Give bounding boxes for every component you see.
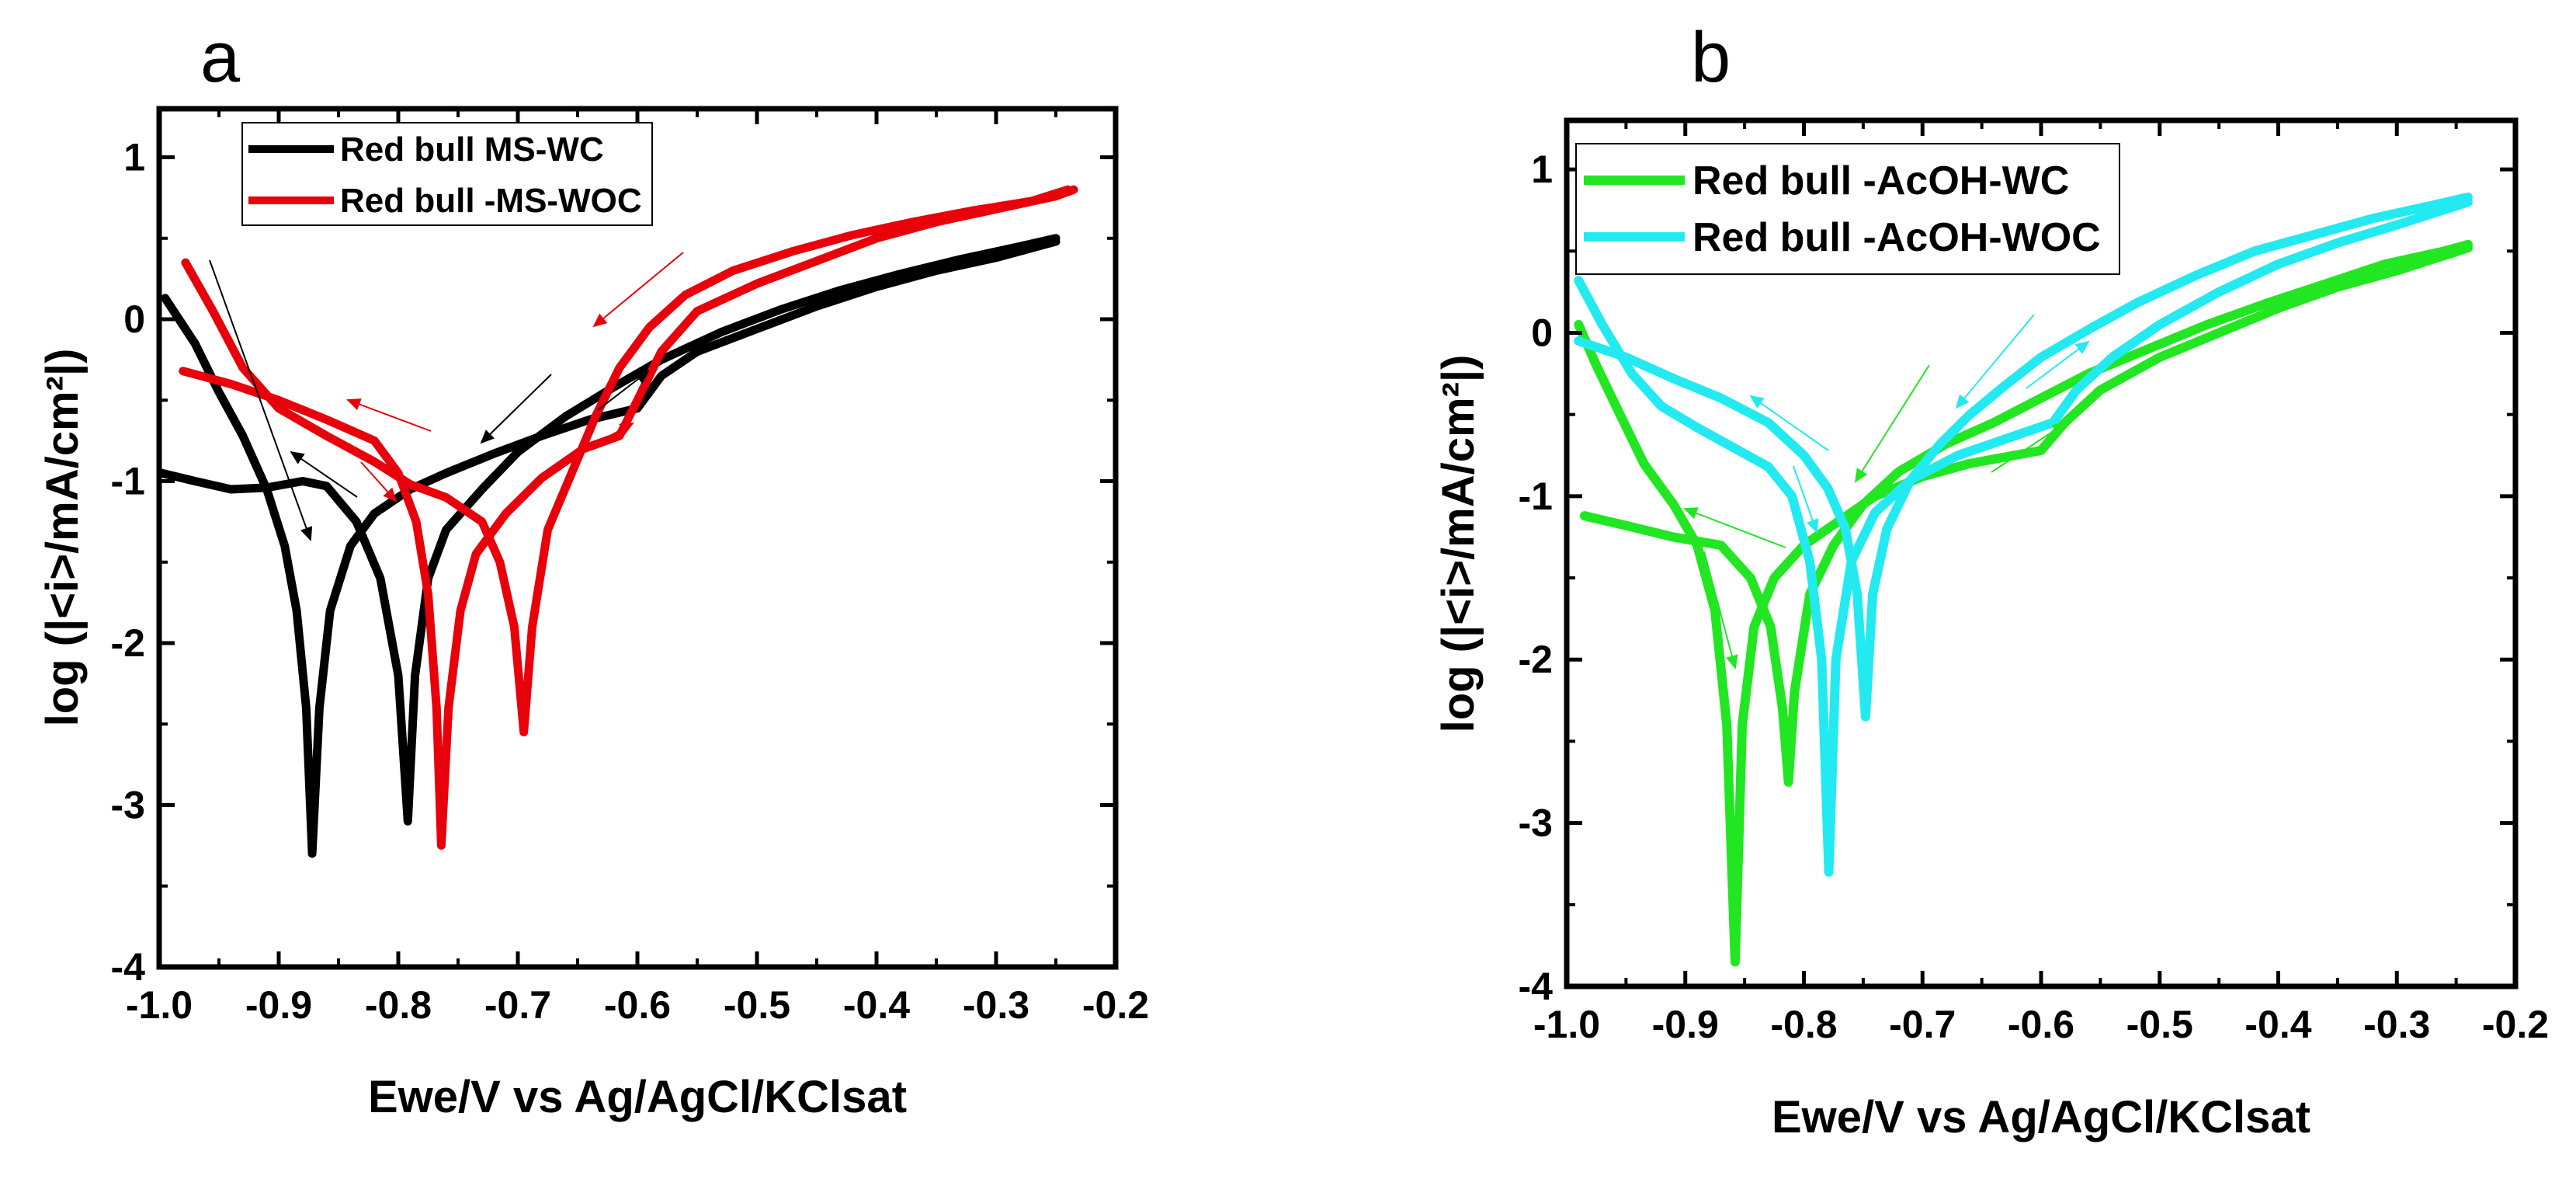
y-tick-label: -3 [1519,802,1553,845]
panel-a-legend: Red bull MS-WC Red bull -MS-WOC [241,122,653,226]
scan-arrow [290,450,358,498]
x-tick-label: -0.4 [843,983,910,1027]
scan-arrow [597,370,650,411]
scan-arrow [360,461,398,503]
panel-a-frame [156,106,1119,970]
scan-arrow [1955,314,2035,409]
panel-b-frame [1564,117,2519,989]
x-tick-label: -1.0 [126,983,193,1027]
y-tick-label: -4 [111,945,146,989]
scan-arrow [346,398,432,432]
legend-label-acoh-wc: Red bull -AcOH-WC [1692,158,2069,203]
series-line-red-bull-acoh-wc-2 [1579,239,2473,787]
scan-arrow [1749,395,1829,451]
x-tick-label: -0.9 [245,983,312,1027]
legend-label-ms-woc: Red bull -MS-WOC [340,182,642,220]
panel-b-y-axis-label: log (|<i>/mA/cm²|) [1433,355,1484,733]
x-tick-label: -0.4 [2244,1003,2311,1046]
y-tick-label: -2 [1519,638,1553,681]
x-tick-label: -0.6 [604,983,671,1027]
x-tick-label: -0.8 [1770,1003,1837,1046]
x-tick-label: -0.3 [963,983,1029,1027]
panel-a-legend-box [241,122,653,226]
y-tick-label: 1 [123,136,145,179]
x-tick-label: -0.5 [724,983,790,1027]
scan-arrow [592,252,684,328]
panel-b-x-axis-label: Ewe/V vs Ag/AgCl/KClsat [1772,1092,2310,1142]
panel-a-ticks: -1.0 -0.9 -0.8 -0.7 -0.6 -0.5 -0.4 -0.3 -0.2 1 0 -1… [111,109,1149,1027]
panel-a: a -1.0 -0.9 -0.8 -0.7 -0.6 -0.5 -0.4 -0.3 -0.2 1 0… [37,18,1149,1122]
y-tick-label: -2 [111,621,145,665]
legend-label-acoh-woc: Red bull -AcOH-WOC [1692,215,2101,260]
series-line-red-bull-ms-woc-1 [179,185,1078,850]
scan-arrow [1854,364,1930,483]
scan-arrow [1793,465,1819,534]
series-line-red-bull-ms-wc-1 [161,237,1061,858]
scan-arrow [480,374,552,444]
x-tick-label: -0.9 [1652,1003,1719,1046]
y-tick-label: 1 [1531,148,1553,191]
panel-a-y-axis-label: log (|<i>/mA/cm²|) [37,349,88,727]
x-tick-label: -0.2 [1082,983,1149,1027]
x-tick-label: -0.2 [2482,1003,2549,1046]
panel-letter-a: a [200,18,241,97]
panel-b-legend-box [1575,143,2120,275]
x-tick-label: -0.5 [2126,1003,2193,1046]
panel-letter-b: b [1691,18,1731,97]
series-line-red-bull-acoh-woc-2 [1574,192,2473,722]
y-tick-label: -1 [1519,475,1553,518]
scan-arrow [554,423,634,467]
y-tick-label: 0 [1531,311,1553,354]
panel-a-x-axis-label: Ewe/V vs Ag/AgCl/KClsat [368,1072,907,1122]
x-tick-label: -0.7 [484,983,551,1027]
series-line-red-bull-acoh-woc-1 [1574,197,2473,877]
x-tick-label: -0.6 [2008,1003,2074,1046]
x-tick-label: -0.8 [365,983,432,1027]
scan-arrow [1683,507,1786,548]
panel-b-legend: Red bull -AcOH-WC Red bull -AcOH-WOC [1575,143,2120,275]
series-line-red-bull-ms-woc-2 [181,185,1072,737]
panel-b: b -1.0 -0.9 -0.8 -0.7 -0.6 -0.5 -0.4 -0.3 -0.2 1 0… [1433,18,2549,1142]
scan-arrow [1703,551,1738,669]
legend-label-ms-wc: Red bull MS-WC [340,130,604,169]
series-line-red-bull-ms-wc-2 [157,234,1061,826]
panel-a-curves [157,185,1078,858]
series-line-red-bull-acoh-wc-1 [1574,243,2473,967]
y-tick-label: -4 [1519,965,1554,1008]
scan-arrow [1991,422,2067,473]
y-tick-label: -3 [111,784,145,827]
scan-arrow [2026,340,2090,389]
x-tick-label: -0.7 [1889,1003,1956,1046]
panel-b-curves [1574,192,2473,967]
y-tick-label: 0 [123,297,145,341]
x-tick-label: -0.3 [2363,1003,2430,1046]
scan-arrow [209,259,313,541]
x-tick-label: -1.0 [1533,1003,1600,1046]
y-tick-label: -1 [111,460,145,503]
